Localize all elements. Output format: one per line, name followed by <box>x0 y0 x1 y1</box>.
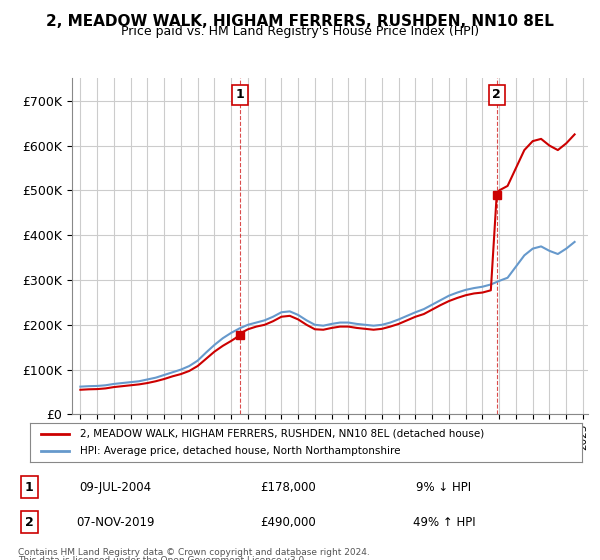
Text: Contains HM Land Registry data © Crown copyright and database right 2024.: Contains HM Land Registry data © Crown c… <box>18 548 370 557</box>
Text: 09-JUL-2004: 09-JUL-2004 <box>80 480 152 494</box>
Text: £490,000: £490,000 <box>260 516 316 529</box>
Text: 9% ↓ HPI: 9% ↓ HPI <box>416 480 472 494</box>
Text: HPI: Average price, detached house, North Northamptonshire: HPI: Average price, detached house, Nort… <box>80 446 400 456</box>
Text: 2: 2 <box>493 88 501 101</box>
Text: This data is licensed under the Open Government Licence v3.0.: This data is licensed under the Open Gov… <box>18 556 307 560</box>
Text: £178,000: £178,000 <box>260 480 316 494</box>
Text: 2: 2 <box>25 516 34 529</box>
Text: 1: 1 <box>236 88 244 101</box>
Text: 2, MEADOW WALK, HIGHAM FERRERS, RUSHDEN, NN10 8EL: 2, MEADOW WALK, HIGHAM FERRERS, RUSHDEN,… <box>46 14 554 29</box>
Text: 1: 1 <box>25 480 34 494</box>
Text: 07-NOV-2019: 07-NOV-2019 <box>76 516 155 529</box>
Text: 2, MEADOW WALK, HIGHAM FERRERS, RUSHDEN, NN10 8EL (detached house): 2, MEADOW WALK, HIGHAM FERRERS, RUSHDEN,… <box>80 429 484 439</box>
Text: Price paid vs. HM Land Registry's House Price Index (HPI): Price paid vs. HM Land Registry's House … <box>121 25 479 38</box>
Text: 49% ↑ HPI: 49% ↑ HPI <box>413 516 475 529</box>
